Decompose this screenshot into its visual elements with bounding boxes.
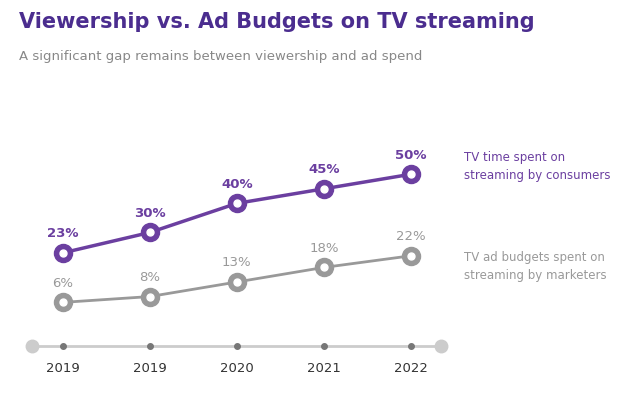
Text: 50%: 50% (395, 149, 427, 162)
Text: 30%: 30% (134, 207, 166, 220)
Text: 2021: 2021 (307, 362, 340, 375)
Text: TV time spent on
streaming by consumers: TV time spent on streaming by consumers (464, 151, 611, 182)
Text: 2020: 2020 (220, 362, 253, 375)
Text: 8%: 8% (140, 271, 160, 284)
Text: 40%: 40% (221, 178, 253, 191)
Text: 2022: 2022 (394, 362, 428, 375)
Text: 2019: 2019 (133, 362, 166, 375)
Text: 45%: 45% (308, 163, 340, 176)
Text: TV ad budgets spent on
streaming by marketers: TV ad budgets spent on streaming by mark… (464, 251, 607, 282)
Text: 23%: 23% (47, 227, 79, 240)
Text: A significant gap remains between viewership and ad spend: A significant gap remains between viewer… (19, 50, 422, 63)
Text: 22%: 22% (396, 230, 426, 243)
Text: 2019: 2019 (46, 362, 79, 375)
Text: Viewership vs. Ad Budgets on TV streaming: Viewership vs. Ad Budgets on TV streamin… (19, 12, 535, 32)
Text: 6%: 6% (52, 277, 73, 290)
Text: 13%: 13% (222, 256, 252, 269)
Text: 18%: 18% (309, 242, 339, 255)
